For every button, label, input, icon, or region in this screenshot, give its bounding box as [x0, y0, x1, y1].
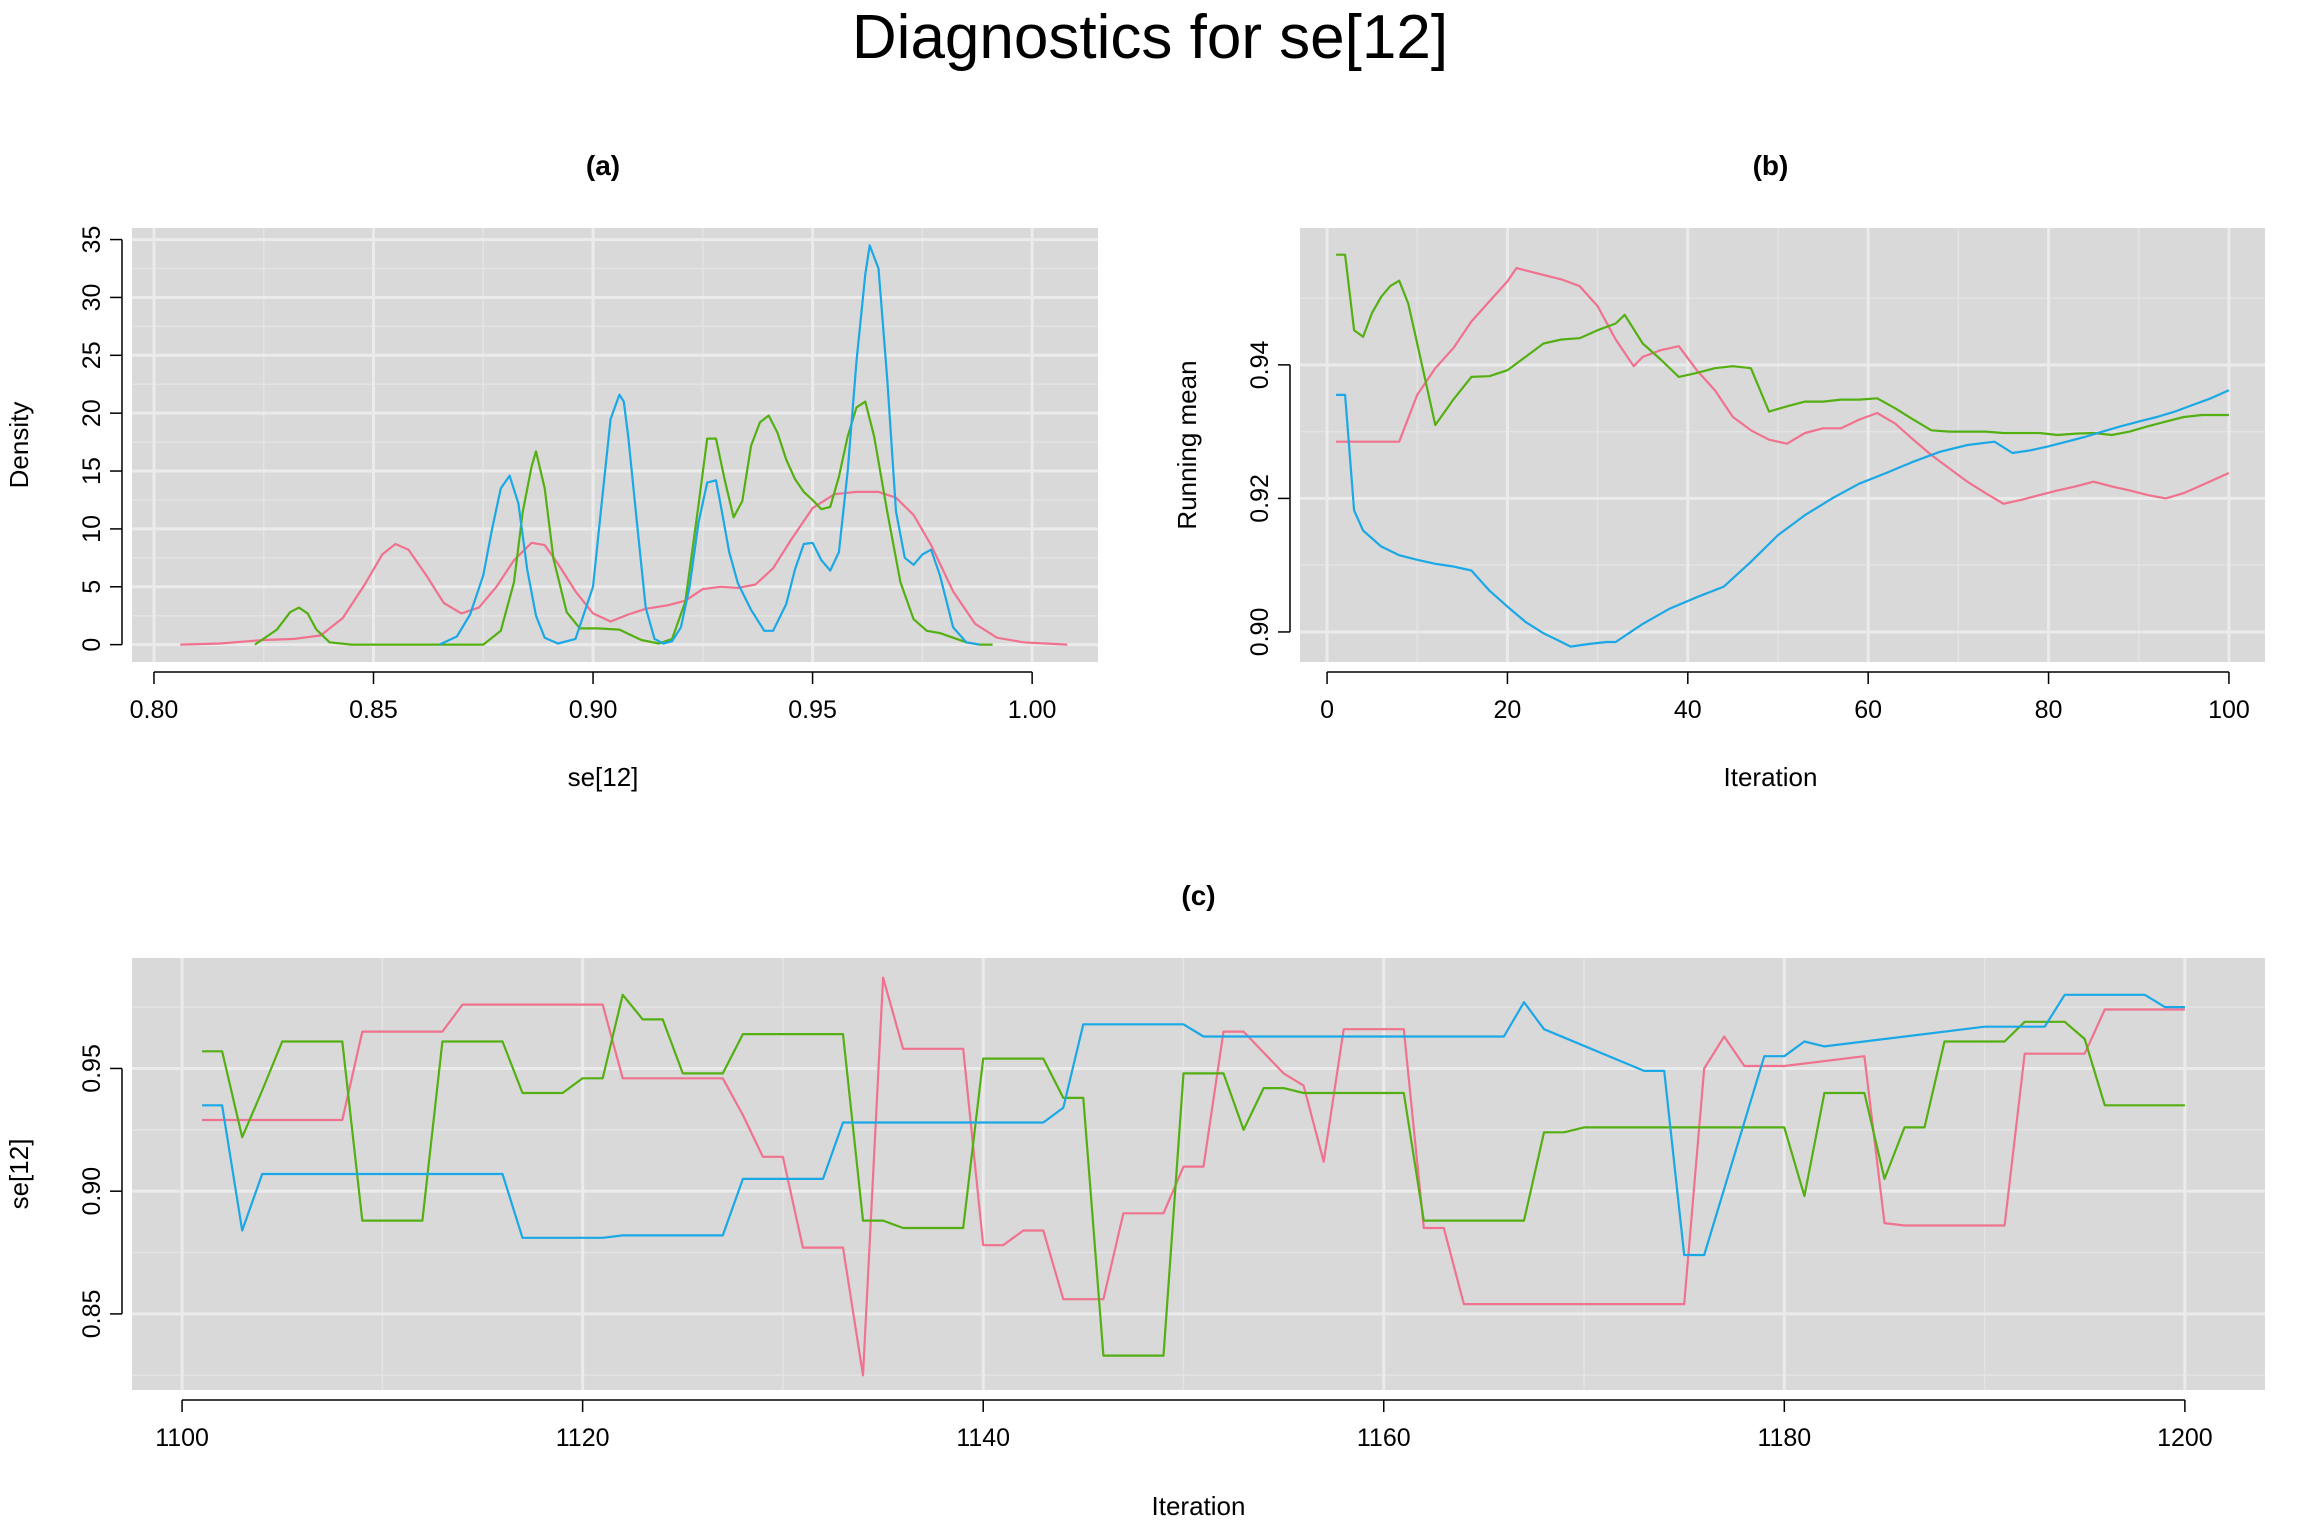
y-tick-label: 0	[78, 638, 106, 652]
x-tick-label: 1200	[2157, 1424, 2213, 1452]
y-tick-label: 0.90	[1246, 608, 1274, 657]
y-tick-label: 25	[78, 341, 106, 369]
y-tick-label: 20	[78, 399, 106, 427]
x-tick-label: 0	[1320, 696, 1334, 724]
x-tick-label: 0.80	[130, 696, 179, 724]
x-tick-label: 60	[1854, 696, 1882, 724]
x-tick-label: 20	[1494, 696, 1522, 724]
y-tick-label: 5	[78, 580, 106, 594]
series-line-1	[202, 976, 2185, 1377]
x-tick-label: 80	[2035, 696, 2063, 724]
x-tick-label: 1120	[556, 1424, 610, 1452]
x-axis-label: se[12]	[568, 762, 639, 792]
x-tick-label: 1160	[1357, 1424, 1411, 1452]
series-line-3	[1336, 389, 2230, 648]
panel-title: (b)	[1753, 150, 1789, 181]
y-tick-label: 0.90	[78, 1167, 106, 1216]
panel-a-density-plot: 0.80 0.85 0.90 0.95 1.00 0 5 10 15 20 25 30 35 (a) se[…	[4, 150, 1098, 792]
x-tick-label: 0.85	[349, 696, 398, 724]
y-axis-label: Density	[4, 402, 34, 489]
x-axis-label: Iteration	[1152, 1491, 1246, 1521]
x-axis-label: Iteration	[1724, 762, 1818, 792]
x-tick-label: 1100	[155, 1424, 209, 1452]
y-tick-label: 30	[78, 284, 106, 312]
x-tick-label: 100	[2208, 696, 2250, 724]
x-tick-label: 40	[1674, 696, 1702, 724]
y-tick-label: 0.95	[78, 1044, 106, 1093]
series-line-1	[180, 490, 1068, 646]
plot-background	[132, 228, 1098, 662]
series-line-1	[1336, 267, 2230, 505]
panel-c-trace-plot: 1100 1120 1140 1160 1180 1200 0.85 0.90 0.95 (c) I…	[4, 880, 2265, 1521]
y-tick-label: 35	[78, 226, 106, 254]
panel-title: (c)	[1181, 880, 1215, 911]
y-tick-label: 10	[78, 515, 106, 543]
y-tick-label: 15	[78, 457, 106, 485]
plot-background	[1300, 228, 2265, 662]
x-tick-label: 0.95	[788, 696, 837, 724]
series-line-2	[202, 993, 2185, 1357]
y-tick-label: 0.94	[1246, 340, 1274, 389]
series-line-3	[202, 993, 2185, 1257]
x-tick-label: 1.00	[1008, 696, 1057, 724]
y-tick-label: 0.85	[78, 1290, 106, 1339]
series-line-2	[254, 400, 993, 646]
series-line-2	[1336, 253, 2229, 437]
series-line-3	[438, 244, 980, 646]
panel-b-running-mean-plot: 0 20 40 60 80 100 0.90 0.92 0.94 (b) Iteration Runn…	[1172, 150, 2265, 792]
x-tick-label: 1140	[956, 1424, 1010, 1452]
y-tick-label: 0.92	[1246, 474, 1274, 523]
figure-title: Diagnostics for se[12]	[852, 3, 1448, 72]
y-axis-label: se[12]	[4, 1139, 34, 1210]
y-axis-label: Running mean	[1172, 360, 1202, 529]
x-tick-label: 1180	[1757, 1424, 1811, 1452]
panel-title: (a)	[586, 150, 620, 181]
x-tick-label: 0.90	[569, 696, 618, 724]
